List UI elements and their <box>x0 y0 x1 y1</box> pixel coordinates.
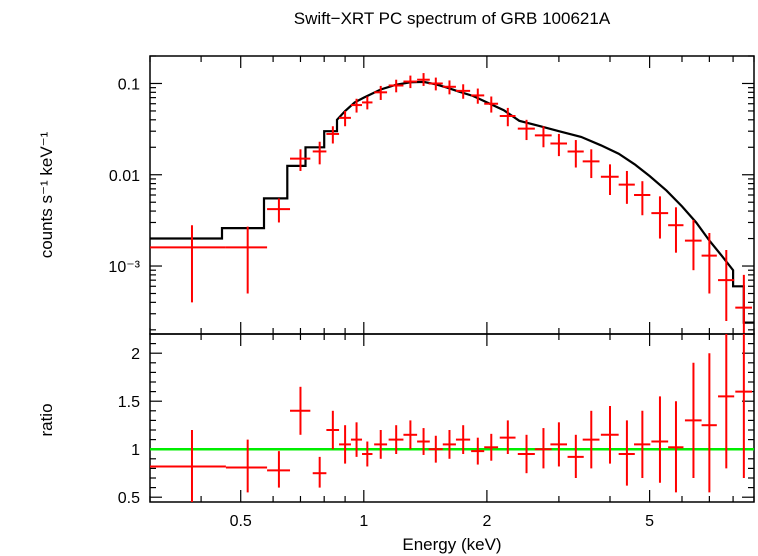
ratio-data-point <box>567 434 584 478</box>
spectrum-data-point <box>668 207 684 253</box>
spectrum-data-point <box>499 107 516 127</box>
spectrum-data-point <box>150 225 226 303</box>
ratio-data-point <box>651 396 669 483</box>
model-curve <box>150 80 754 324</box>
spectrum-y-ticks: 0.1 0.01 10⁻³ <box>108 55 754 331</box>
spectrum-data-point <box>339 110 351 127</box>
y-tick-label: 1 <box>131 442 140 459</box>
ratio-data-point <box>350 422 363 457</box>
spectrum-data-point <box>600 164 619 195</box>
ratio-data-point <box>484 433 499 461</box>
chart-title: Swift−XRT PC spectrum of GRB 100621A <box>294 9 611 28</box>
ratio-data-point <box>684 362 702 478</box>
ratio-minor-ticks <box>149 334 755 502</box>
y-tick-label: 0.5 <box>118 490 140 507</box>
spectrum-data-point <box>403 75 418 89</box>
spectrum-data-point <box>388 79 404 93</box>
ratio-data-point <box>267 451 291 488</box>
spectrum-data-point <box>417 73 430 86</box>
ratio-data-point <box>362 441 373 467</box>
ratio-data-point <box>339 425 351 464</box>
ratio-y-ticks: 0.5 1 1.5 2 <box>118 333 754 507</box>
spectrum-data-point <box>567 140 584 168</box>
ratio-data-point <box>388 425 404 454</box>
x-tick-label: 0.5 <box>230 513 252 530</box>
ratio-data-point <box>718 334 735 469</box>
spectrum-data-point <box>484 96 499 113</box>
x-axis-label: Energy (keV) <box>402 535 501 554</box>
y-tick-label: 10⁻³ <box>108 259 140 276</box>
spectrum-data-points <box>150 73 753 334</box>
ratio-panel: 0.5 1 1.5 2 <box>118 333 755 507</box>
ratio-plot-frame <box>149 333 755 503</box>
ratio-data-point <box>534 428 552 469</box>
ratio-data-point <box>417 428 430 455</box>
spectrum-data-point <box>684 219 702 271</box>
spectrum-data-point <box>312 141 327 165</box>
ratio-data-point <box>582 410 600 469</box>
ratio-data-point <box>471 437 485 465</box>
spectrum-data-point <box>701 233 717 294</box>
spectrum-data-point <box>267 198 291 223</box>
y-tick-label: 0.1 <box>118 76 140 93</box>
ratio-data-point <box>225 439 268 493</box>
y-tick-label: 0.01 <box>109 168 140 185</box>
ratio-data-point <box>312 456 327 488</box>
ratio-data-point <box>618 420 635 486</box>
spectrum-data-point <box>362 96 373 110</box>
ratio-data-point <box>428 435 443 463</box>
ratio-data-point <box>499 420 516 454</box>
spectrum-data-point <box>326 126 340 144</box>
ratio-y-axis-label: ratio <box>37 403 56 436</box>
model-curve-line <box>150 80 754 324</box>
spectrum-data-point <box>350 98 363 113</box>
ratio-data-point <box>701 353 717 493</box>
spectrum-data-point <box>428 77 443 91</box>
spectrum-data-point <box>471 88 485 104</box>
spectrum-plot-frame <box>149 55 755 335</box>
y-tick-label: 1.5 <box>118 394 140 411</box>
ratio-data-point <box>735 334 753 478</box>
x-tick-label: 2 <box>482 513 491 530</box>
spectrum-data-point <box>442 80 456 95</box>
spectrum-data-point <box>718 249 735 321</box>
spectrum-data-point <box>455 84 471 99</box>
ratio-data-point <box>442 430 456 459</box>
spectrum-data-point <box>618 170 635 204</box>
ratio-data-point <box>326 410 340 450</box>
spectrum-data-point <box>374 85 388 100</box>
spectrum-minor-ticks <box>149 56 755 334</box>
spectrum-data-point <box>634 181 651 216</box>
x-tick-label: 5 <box>645 513 654 530</box>
ratio-data-point <box>634 410 651 478</box>
x-tick-label: 1 <box>359 513 368 530</box>
y-tick-label: 2 <box>131 346 140 363</box>
spectrum-data-point <box>651 196 669 239</box>
spectrum-data-point <box>225 226 268 294</box>
ratio-data-point <box>550 422 568 467</box>
ratio-data-point <box>374 430 388 459</box>
ratio-data-point <box>150 430 226 502</box>
spectrum-data-point <box>582 149 600 179</box>
spectrum-data-point <box>517 119 535 141</box>
spectrum-data-point <box>735 274 753 334</box>
ratio-data-points <box>150 334 753 502</box>
ratio-data-point <box>668 401 684 493</box>
ratio-data-point <box>600 406 619 464</box>
spectrum-data-point <box>290 149 311 171</box>
ratio-data-point <box>455 425 471 454</box>
ratio-data-point <box>517 434 535 474</box>
spectrum-panel: 0.1 0.01 10⁻³ <box>108 55 755 335</box>
spectrum-data-point <box>534 126 552 148</box>
ratio-data-point <box>403 420 418 450</box>
ratio-data-point <box>290 386 311 435</box>
x-axis-tick-labels: 0.5 1 2 5 <box>230 513 655 530</box>
spectrum-y-axis-label: counts s⁻¹ keV⁻¹ <box>37 131 56 258</box>
spectrum-data-point <box>550 133 568 157</box>
